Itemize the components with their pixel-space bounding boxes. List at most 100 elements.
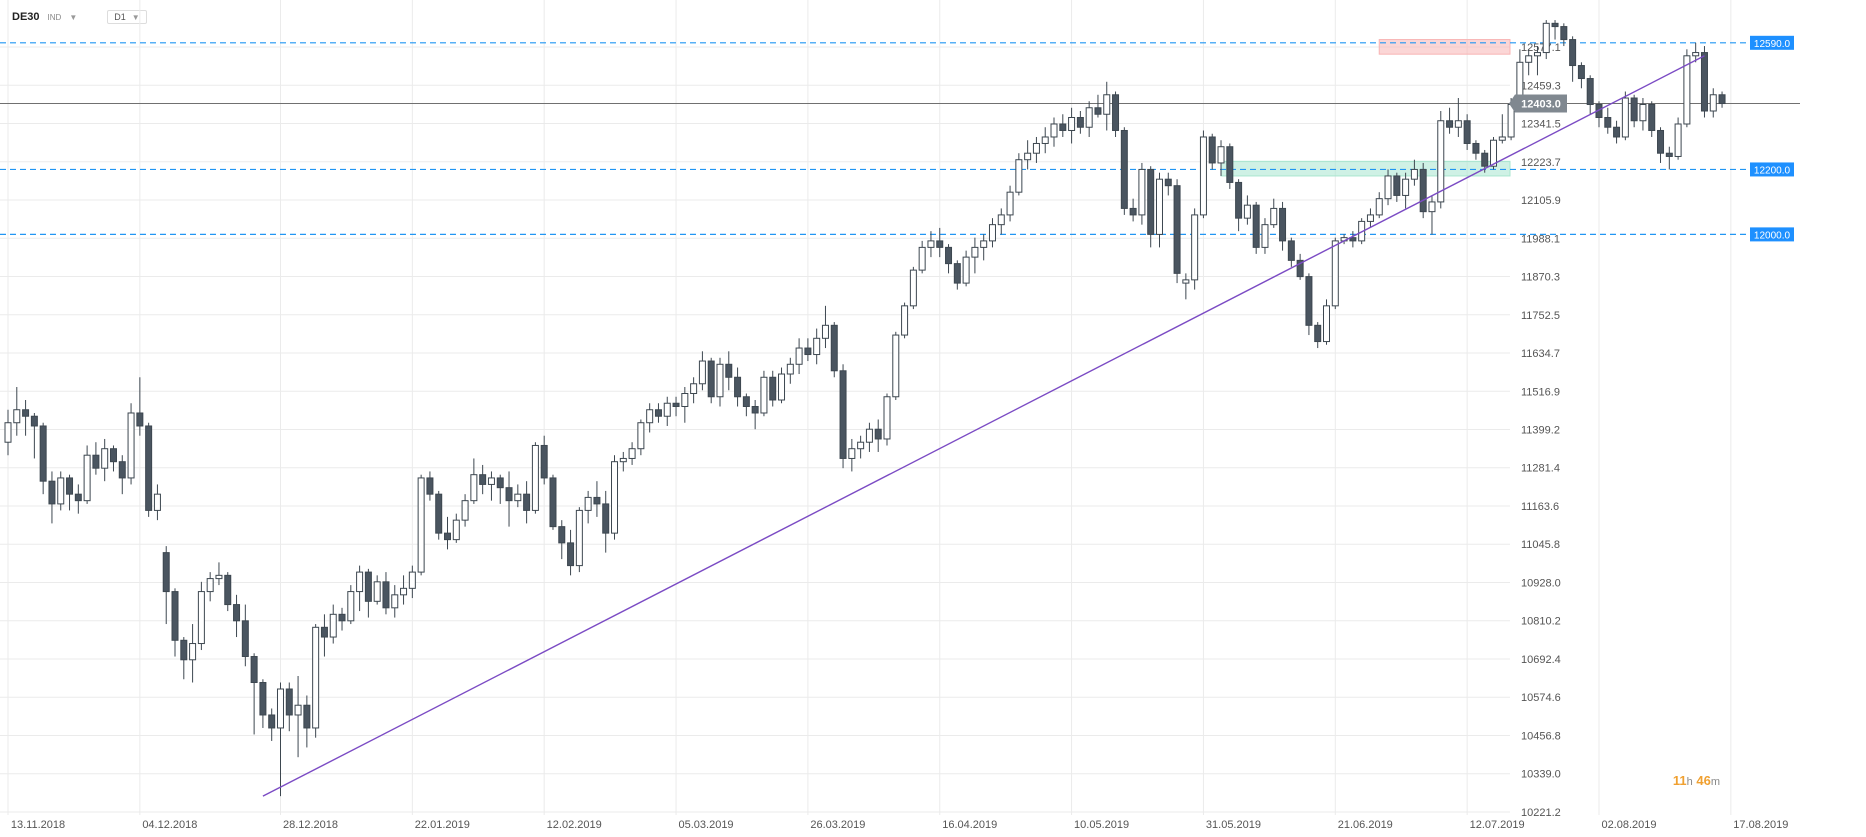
- candle-body-bear: [707, 360, 715, 398]
- candle: [1138, 162, 1146, 225]
- chevron-down-icon[interactable]: ▼: [69, 12, 78, 22]
- candle: [1032, 136, 1040, 163]
- candle-body-bull: [312, 626, 320, 729]
- candle: [1059, 114, 1067, 137]
- candle-body-bull: [57, 477, 65, 505]
- candle-body-bull: [1199, 136, 1207, 216]
- symbol-label[interactable]: DE30: [12, 11, 40, 23]
- candle-body-bear: [92, 454, 100, 469]
- resistance-zone: [1378, 39, 1511, 55]
- candle: [760, 370, 768, 417]
- candle-body-bull: [206, 578, 214, 593]
- candle-body-bear: [734, 376, 742, 398]
- candle-body-bull: [848, 448, 856, 459]
- candle: [857, 435, 865, 459]
- candle: [1648, 101, 1656, 137]
- current-price-tag: [1509, 94, 1567, 113]
- level-tag-support-low: [1750, 227, 1794, 242]
- candle-timer: 11h 46m: [1673, 773, 1720, 788]
- candle: [1068, 107, 1076, 144]
- candle: [259, 679, 267, 728]
- level-tag-label: 12200.0: [1754, 165, 1791, 176]
- candle: [233, 594, 241, 638]
- candle: [1076, 111, 1084, 134]
- candle-body-bull: [1323, 305, 1330, 343]
- candle-body-bear: [444, 532, 451, 541]
- trendline: [262, 55, 1705, 797]
- timer-minutes: 46: [1696, 773, 1711, 788]
- candle: [1103, 81, 1111, 131]
- candle: [1349, 231, 1357, 248]
- candle: [584, 490, 592, 524]
- x-tick-label: 02.08.2019: [1601, 819, 1656, 831]
- candle: [356, 565, 364, 612]
- candle: [1296, 253, 1304, 280]
- candle: [997, 208, 1005, 235]
- candle-body-bull: [1243, 204, 1251, 219]
- candle-body-bull: [997, 214, 1005, 226]
- candle: [153, 484, 161, 521]
- timeframe-select[interactable]: D1 ▼: [107, 10, 147, 24]
- candle: [1692, 42, 1700, 63]
- candle: [479, 464, 487, 495]
- candle-body-bear: [1076, 116, 1084, 128]
- candle-body-bear: [145, 425, 153, 511]
- candle-body-bull: [1498, 136, 1506, 141]
- candle: [769, 370, 777, 407]
- candle: [408, 565, 416, 599]
- y-tick-label: 10574.6: [1521, 692, 1561, 704]
- candle: [1533, 46, 1541, 76]
- candle: [1569, 36, 1577, 82]
- candle: [523, 481, 531, 524]
- candle-body-bull: [197, 591, 205, 645]
- candle: [1208, 133, 1216, 170]
- candle: [795, 338, 803, 375]
- candle-body-bear: [435, 493, 443, 534]
- candle-body-bear: [1235, 181, 1243, 219]
- candle: [1542, 20, 1550, 60]
- candle: [1586, 75, 1594, 115]
- candle: [1472, 140, 1480, 160]
- candle-body-bull: [821, 324, 829, 339]
- timer-hours: 11: [1672, 773, 1687, 788]
- candle-body-bear: [74, 493, 82, 502]
- candle-body-bear: [1226, 146, 1234, 183]
- candle-body-bull: [531, 444, 539, 511]
- y-tick-label: 12459.3: [1521, 80, 1561, 92]
- x-tick-label: 26.03.2019: [810, 819, 865, 831]
- candle: [452, 513, 460, 543]
- candle-body-bull: [857, 441, 865, 450]
- candle-body-bull: [760, 376, 768, 414]
- candle: [1112, 91, 1120, 137]
- candle: [1024, 140, 1032, 170]
- candle: [1551, 20, 1559, 40]
- candle-body-bull: [1639, 104, 1647, 122]
- y-tick-label: 10456.8: [1521, 730, 1561, 742]
- candle: [830, 322, 838, 378]
- candle: [1718, 91, 1726, 108]
- candle: [1199, 130, 1207, 219]
- y-tick-label: 10339.0: [1521, 769, 1561, 781]
- candle: [901, 302, 909, 339]
- candle-body-bear: [549, 477, 557, 528]
- x-tick-label: 13.11.2018: [11, 819, 65, 831]
- candle: [637, 419, 645, 456]
- timeframe-label: D1: [114, 12, 126, 22]
- candle: [1621, 91, 1629, 141]
- candle: [180, 637, 188, 680]
- candle-body-bull: [294, 704, 302, 716]
- candle-body-bull: [1674, 123, 1682, 157]
- candle-body-bull: [1191, 214, 1199, 281]
- candle: [567, 529, 575, 576]
- candle: [1630, 94, 1638, 128]
- timer-minutes-unit: m: [1710, 776, 1720, 788]
- level-tag-resistance: [1750, 35, 1794, 50]
- candle-body-bear: [259, 682, 267, 716]
- candle-body-bull: [1331, 240, 1339, 307]
- candle: [276, 682, 284, 797]
- candle-body-bear: [839, 370, 847, 459]
- candle: [285, 682, 293, 732]
- candle-body-bull: [408, 571, 416, 589]
- candle-body-bull: [901, 305, 909, 336]
